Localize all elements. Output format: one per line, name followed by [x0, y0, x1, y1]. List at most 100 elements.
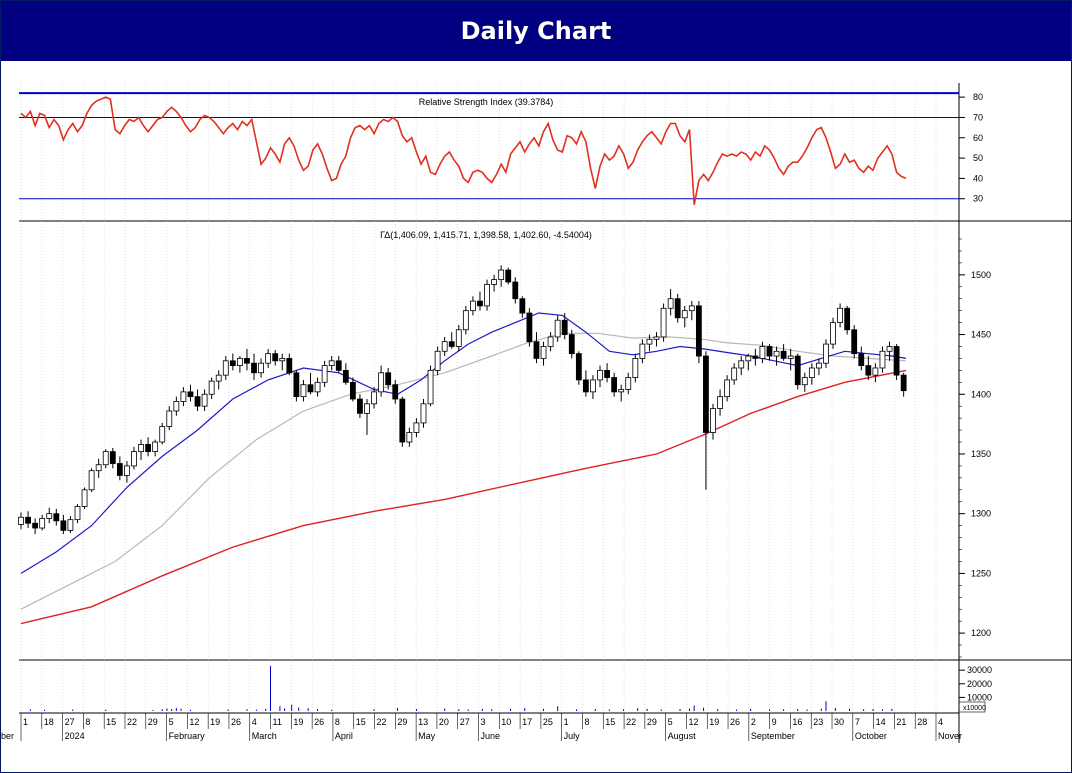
candle-body	[816, 362, 822, 369]
candle-body	[342, 369, 349, 383]
volume-tick-label: 10000	[967, 692, 992, 702]
candle-body	[703, 355, 709, 433]
volume-tick-label: 20000	[967, 679, 992, 689]
month-label: February	[169, 731, 206, 741]
x-tick-label: 30	[834, 717, 844, 727]
x-tick-label: 22	[626, 717, 636, 727]
candle-body	[335, 360, 342, 371]
price-tick-label: 1500	[971, 270, 991, 280]
candle-body	[872, 367, 879, 376]
candle-body	[441, 341, 448, 352]
candle-body	[646, 338, 653, 345]
candle-body	[251, 362, 257, 374]
candle-body	[293, 372, 300, 398]
candle-body	[448, 341, 455, 347]
candle-body	[808, 367, 815, 378]
x-tick-label: 26	[231, 717, 241, 727]
candle-body	[208, 380, 215, 395]
x-tick-label: 12	[688, 717, 698, 727]
candle-body	[138, 444, 144, 452]
x-tick-label: 22	[127, 717, 137, 727]
candle-body	[279, 358, 286, 362]
chart-canvas: Relative Strength Index (39.3784) 30 40 50…	[1, 83, 1071, 743]
x-tick-label: 19	[293, 717, 303, 727]
x-tick-label: 13	[418, 717, 428, 727]
candle-body	[81, 489, 88, 507]
candle-body	[519, 298, 526, 314]
x-tick-label: 11	[273, 717, 282, 727]
candle-body	[625, 377, 632, 390]
candle-body	[604, 369, 610, 378]
candle-body	[738, 360, 745, 369]
chart-title: Daily Chart	[460, 17, 612, 45]
candle-body	[710, 408, 716, 433]
volume-unit-label: x10000	[963, 705, 986, 712]
candle-body	[477, 300, 483, 307]
price-y-axis: 1200 1250 1300 1350 1400 1450 1500	[959, 238, 991, 658]
candle-body	[152, 441, 159, 452]
candle-body	[801, 377, 808, 386]
candle-body	[844, 307, 851, 331]
candle-body	[470, 300, 476, 312]
candle-body	[766, 346, 773, 357]
x-tick-label: 5	[668, 717, 673, 727]
rsi-bound-lines	[19, 92, 959, 200]
candle-body	[18, 516, 24, 525]
x-tick-label: 27	[460, 717, 470, 727]
candle-body	[858, 353, 865, 366]
candle-body	[124, 465, 130, 476]
price-tick-label: 1400	[971, 389, 991, 399]
candle-body	[236, 358, 243, 366]
candle-body	[222, 360, 229, 376]
candle-body	[505, 269, 512, 283]
candle-body	[378, 372, 385, 393]
candle-body	[116, 463, 123, 476]
candle-body	[314, 381, 321, 393]
rsi-tick-label: 60	[973, 133, 983, 143]
candle-body	[357, 398, 363, 414]
x-tick-label: 8	[584, 717, 589, 727]
candle-body	[484, 283, 490, 307]
x-tick-label: 2	[751, 717, 756, 727]
candle-body	[830, 322, 836, 345]
candle-body	[131, 451, 137, 467]
volume-bars	[29, 666, 893, 711]
rsi-tick-label: 40	[973, 173, 983, 183]
candle-body	[590, 379, 596, 393]
candle-body	[109, 451, 116, 464]
candle-body	[865, 365, 872, 376]
candle-body	[25, 516, 31, 524]
month-label: Nover	[938, 731, 962, 741]
candle-body	[60, 520, 67, 531]
x-tick-label: 14	[876, 717, 886, 727]
candle-body	[893, 346, 900, 376]
month-label: 2024	[65, 731, 85, 741]
month-label: April	[335, 731, 353, 741]
candle-body	[561, 319, 568, 335]
candle-body	[413, 422, 420, 433]
month-label: June	[481, 731, 501, 741]
candle-body	[823, 343, 829, 364]
x-tick-label: 7	[855, 717, 860, 727]
candle-body	[717, 396, 723, 409]
x-tick-label: 16	[792, 717, 802, 727]
candle-body	[851, 329, 858, 355]
x-tick-label: 19	[210, 717, 220, 727]
rsi-y-axis: 30 40 50 60 70 80	[959, 92, 983, 204]
month-label: August	[668, 731, 697, 741]
candle-body	[787, 355, 794, 359]
candle-body	[88, 470, 95, 491]
candle-body	[102, 451, 109, 466]
candle-body	[837, 307, 843, 323]
month-label: July	[564, 731, 581, 741]
x-axis-month-labels: ber 2024 February March April May June July Augu…	[1, 729, 962, 741]
candle-body	[145, 444, 152, 452]
candle-body	[554, 319, 561, 338]
x-tick-label: 18	[44, 717, 54, 727]
candle-body	[752, 355, 759, 359]
candle-body	[582, 379, 589, 393]
x-tick-label: 29	[397, 717, 407, 727]
x-tick-label: 22	[377, 717, 387, 727]
candle-body	[533, 341, 540, 359]
